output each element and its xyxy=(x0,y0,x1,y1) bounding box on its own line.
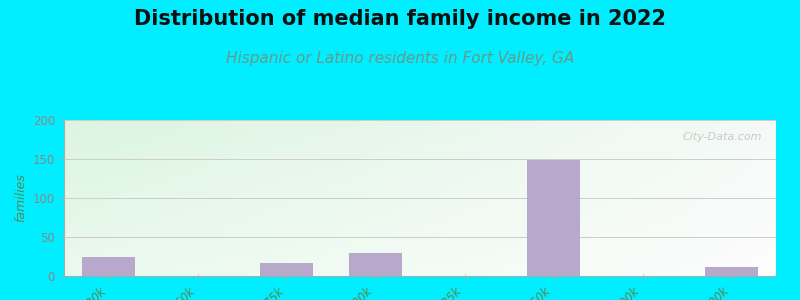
Bar xyxy=(82,256,135,276)
Y-axis label: families: families xyxy=(14,174,27,222)
Bar xyxy=(526,160,580,276)
Text: City-Data.com: City-Data.com xyxy=(682,133,762,142)
Bar xyxy=(260,263,313,276)
Text: Hispanic or Latino residents in Fort Valley, GA: Hispanic or Latino residents in Fort Val… xyxy=(226,51,574,66)
Bar xyxy=(705,267,758,276)
Bar xyxy=(349,253,402,276)
Text: Distribution of median family income in 2022: Distribution of median family income in … xyxy=(134,9,666,29)
